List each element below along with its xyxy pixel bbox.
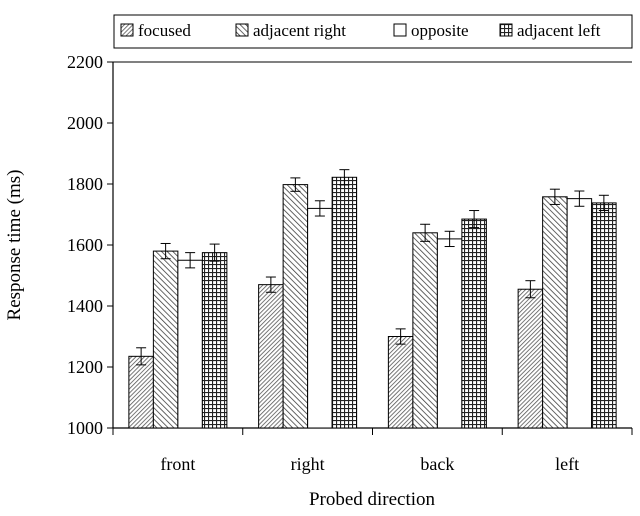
legend-label: focused — [138, 21, 191, 40]
axes: 1000 1200 1400 1600 1800 2000 2200 front right ba… — [67, 52, 633, 474]
y-tick-label: 1200 — [67, 357, 103, 377]
y-tick-label: 1800 — [67, 174, 103, 194]
bar-adjacent-right-back — [412, 232, 438, 429]
bar-adjacent-left-front — [201, 252, 228, 429]
x-tick-label: back — [420, 454, 454, 474]
x-axis-label: Probed direction — [309, 489, 436, 510]
bar-adjacent-left-back — [461, 218, 487, 429]
legend-swatch — [393, 23, 407, 37]
y-tick-label: 1400 — [67, 296, 103, 316]
bar-adjacent-right-front — [152, 250, 179, 429]
bar-opposite-back — [436, 238, 463, 429]
bar-adjacent-right-left — [542, 196, 568, 429]
bar-focused-left — [517, 288, 544, 429]
bar-focused-right — [258, 284, 284, 429]
y-tick-label: 1600 — [67, 235, 103, 255]
bar-opposite-right — [307, 207, 333, 429]
bar-focused-front — [128, 355, 154, 429]
legend-label: adjacent right — [253, 21, 346, 40]
bar-adjacent-right-right — [282, 184, 309, 429]
y-axis-label: Response time (ms) — [4, 170, 25, 321]
legend-box — [113, 14, 633, 49]
bar-opposite-front — [177, 259, 203, 429]
legend: focused adjacent right opposite adjacent le… — [113, 14, 633, 49]
y-tick-label: 1000 — [67, 418, 103, 438]
x-tick-label: front — [160, 454, 195, 474]
y-tick-label: 2000 — [67, 113, 103, 133]
legend-swatch — [120, 23, 134, 37]
bar-focused-back — [387, 336, 414, 429]
bars — [128, 169, 617, 429]
bar-adjacent-left-right — [331, 176, 358, 429]
legend-label: opposite — [411, 21, 469, 40]
legend-swatch — [499, 23, 513, 37]
legend-swatch — [235, 23, 249, 37]
bar-adjacent-left-left — [591, 202, 617, 429]
legend-label: adjacent left — [517, 21, 601, 40]
x-tick-label: left — [555, 454, 579, 474]
y-tick-label: 2200 — [67, 52, 103, 72]
x-tick-label: right — [291, 454, 325, 474]
bar-opposite-left — [566, 198, 593, 429]
